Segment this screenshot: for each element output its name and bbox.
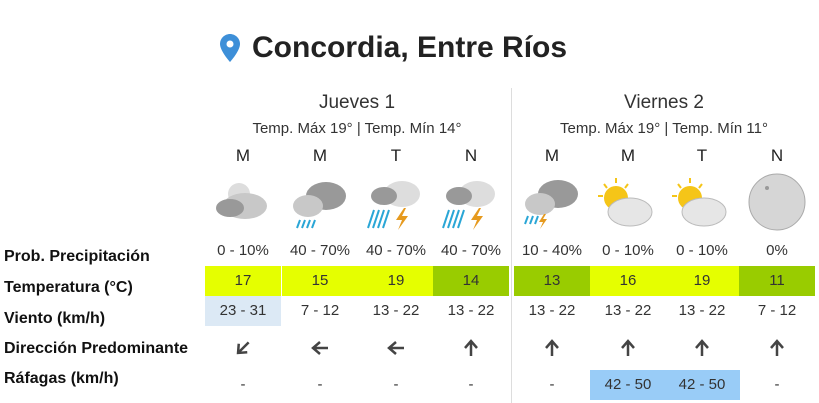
partly-cloudy-icon	[590, 172, 666, 237]
period-label: M	[620, 146, 636, 165]
period-label: M	[235, 146, 251, 165]
wind-speed: 13 - 22	[678, 302, 726, 319]
wind-speed: 13 - 22	[604, 302, 652, 319]
precip-prob: 40 - 70%	[440, 242, 502, 259]
temperature: 19	[664, 266, 740, 296]
wind-speed: 13 - 22	[372, 302, 420, 319]
location-header: Concordia, Entre Ríos	[220, 28, 567, 68]
wind-gusts: -	[240, 376, 246, 393]
precip-prob: 0 - 10%	[676, 242, 728, 259]
period-label: N	[464, 146, 478, 165]
wind-direction-arrow-icon	[664, 333, 740, 363]
precip-prob: 0%	[766, 242, 788, 259]
location-pin-icon	[220, 34, 240, 62]
wind-gusts: -	[393, 376, 399, 393]
label-precipitation: Prob. Precipitación	[4, 248, 150, 265]
precip-prob: 0 - 10%	[602, 242, 654, 259]
location-title: Concordia, Entre Ríos	[252, 31, 568, 64]
wind-direction-arrow-icon	[282, 333, 358, 363]
wind-direction-arrow-icon	[739, 333, 815, 363]
storm-clouds-icon	[514, 172, 590, 237]
day-temp-range: Temp. Máx 19° | Temp. Mín 11°	[560, 120, 768, 137]
period-label: M	[544, 146, 560, 165]
temperature: 13	[514, 266, 590, 296]
temperature: 19	[358, 266, 434, 296]
wind-speed: 23 - 31	[205, 296, 281, 326]
period-label: T	[390, 146, 402, 165]
wind-speed: 13 - 22	[528, 302, 576, 319]
wind-gusts: -	[774, 376, 780, 393]
wind-direction-arrow-icon	[590, 333, 666, 363]
partly-cloudy-icon	[664, 172, 740, 237]
wind-speed: 7 - 12	[757, 302, 797, 319]
wind-gusts: -	[549, 376, 555, 393]
temperature: 11	[739, 266, 815, 296]
temperature: 15	[282, 266, 358, 296]
wind-direction-arrow-icon	[205, 333, 281, 363]
day-header: Jueves 1 Temp. Máx 19° | Temp. Mín 14°	[205, 92, 509, 137]
wind-direction-arrow-icon	[358, 333, 434, 363]
label-direction: Dirección Predominante	[4, 340, 189, 357]
thunderstorm-icon	[433, 172, 509, 237]
day-header: Viernes 2 Temp. Máx 19° | Temp. Mín 11°	[514, 92, 814, 137]
precip-prob: 40 - 70%	[289, 242, 351, 259]
temperature: 16	[590, 266, 666, 296]
temperature: 17	[205, 266, 281, 296]
wind-gusts: -	[317, 376, 323, 393]
wind-direction-arrow-icon	[514, 333, 590, 363]
label-gusts: Ráfagas (km/h)	[4, 370, 119, 387]
precip-prob: 40 - 70%	[365, 242, 427, 259]
thunderstorm-icon	[358, 172, 434, 237]
period-label: T	[696, 146, 708, 165]
cloudy-night-icon	[205, 172, 281, 237]
wind-speed: 7 - 12	[300, 302, 340, 319]
wind-gusts: -	[468, 376, 474, 393]
period-label: M	[312, 146, 328, 165]
wind-gusts: 42 - 50	[590, 370, 666, 400]
wind-speed: 13 - 22	[447, 302, 495, 319]
precip-prob: 10 - 40%	[521, 242, 583, 259]
label-wind: Viento (km/h)	[4, 310, 106, 327]
day-name: Viernes 2	[624, 92, 704, 113]
day-name: Jueves 1	[318, 92, 396, 113]
label-temperature: Temperatura (°C)	[4, 279, 133, 296]
temperature: 14	[433, 266, 509, 296]
rain-clouds-icon	[282, 172, 358, 237]
wind-direction-arrow-icon	[433, 333, 509, 363]
precip-prob: 0 - 10%	[217, 242, 269, 259]
day-divider	[511, 88, 512, 403]
day-temp-range: Temp. Máx 19° | Temp. Mín 14°	[252, 120, 462, 137]
wind-gusts: 42 - 50	[664, 370, 740, 400]
period-label: N	[770, 146, 784, 165]
clear-night-moon-icon	[739, 172, 815, 237]
